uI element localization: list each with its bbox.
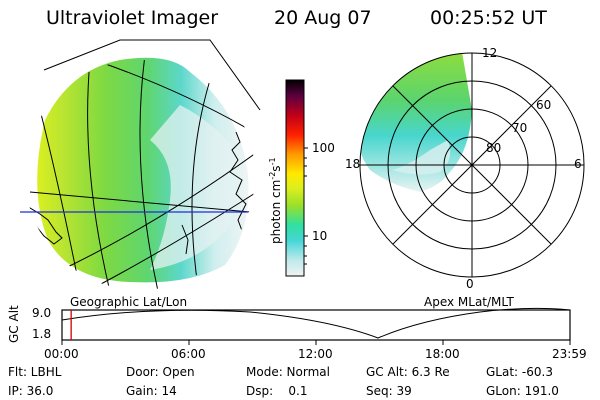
- time-tick: 06:00: [171, 347, 206, 361]
- gain-value: Gain: 14: [126, 384, 177, 398]
- time-tick: 12:00: [298, 347, 333, 361]
- geographic-image: [20, 39, 261, 290]
- altitude-ymin: 1.8: [32, 327, 52, 341]
- seq-value: Seq: 39: [366, 384, 412, 398]
- polar-panel-title: Apex MLat/MLT: [424, 295, 514, 309]
- altitude-ymax: 9.0: [32, 306, 52, 320]
- mlt-18-label: 18: [345, 157, 361, 171]
- mlat-70-label: 70: [512, 121, 528, 135]
- glon-value: GLon: 191.0: [486, 384, 559, 398]
- instrument-title: Ultraviolet Imager: [46, 7, 219, 29]
- polar-image: [359, 52, 585, 278]
- mlat-80-label: 80: [486, 141, 502, 155]
- mlt-6-label: 6: [574, 157, 582, 171]
- altitude-plot: [61, 307, 571, 345]
- glat-value: GLat: -60.3: [486, 365, 553, 379]
- ip-value: IP: 36.0: [8, 384, 54, 398]
- time-tick: 23:59: [552, 347, 587, 361]
- colorbar: [285, 79, 308, 277]
- time-tick: 18:00: [425, 347, 460, 361]
- image-date: 20 Aug 07: [274, 7, 372, 29]
- mode-value: Mode: Normal: [246, 365, 330, 379]
- geo-panel-title: Geographic Lat/Lon: [70, 295, 188, 309]
- filter-value: Flt: LBHL: [8, 365, 62, 379]
- altitude-ylabel: GC Alt: [7, 305, 21, 343]
- colorbar-tick-10: 10: [312, 229, 328, 243]
- mlt-0-label: 0: [466, 277, 474, 291]
- gc-alt-value: GC Alt: 6.3 Re: [366, 365, 450, 379]
- mlt-12-label: 12: [482, 46, 498, 60]
- image-time: 00:25:52 UT: [430, 7, 547, 29]
- colorbar-unit-label: photon cm-2s-1: [268, 157, 283, 244]
- dsp-value: Dsp: 0.1: [246, 384, 308, 398]
- colorbar-tick-100: 100: [312, 141, 335, 155]
- door-value: Door: Open: [126, 365, 195, 379]
- time-tick: 00:00: [44, 347, 79, 361]
- mlat-60-label: 60: [536, 98, 552, 112]
